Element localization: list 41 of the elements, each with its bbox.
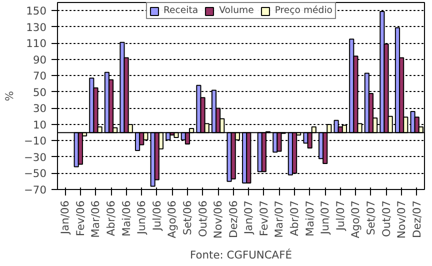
x-tick-label: Fev/06 bbox=[74, 200, 87, 236]
x-tick-label: Jun/07 bbox=[318, 200, 332, 236]
x-tick-label: Dez/07 bbox=[410, 200, 424, 238]
legend-label: Volume bbox=[219, 5, 254, 16]
x-tick-label: Out/07 bbox=[380, 200, 393, 237]
y-tick-label: 110 bbox=[26, 37, 47, 50]
x-tick-label: Nov/07 bbox=[395, 200, 408, 238]
x-tick-label: Abr/07 bbox=[288, 200, 302, 236]
x-tick-label: Jun/06 bbox=[135, 200, 148, 236]
x-tick-label: Jan/06 bbox=[58, 200, 72, 236]
legend-label: Preço médio bbox=[274, 5, 333, 16]
y-tick-label: 50 bbox=[32, 86, 47, 99]
x-tick-label: Jul/06 bbox=[150, 200, 164, 232]
y-tick-label: −10 bbox=[24, 134, 47, 148]
y-tick-label: −30 bbox=[24, 150, 47, 164]
y-tick-label: 130 bbox=[26, 20, 47, 34]
x-tick-label: Mai/06 bbox=[120, 200, 133, 236]
x-tick-label: Jul/07 bbox=[334, 200, 347, 232]
y-tick-label: 150 bbox=[26, 4, 47, 18]
x-tick-label: Ago/06 bbox=[166, 200, 179, 238]
x-tick-label: Set/06 bbox=[180, 200, 194, 236]
x-tick-label: Dez/06 bbox=[226, 200, 240, 238]
x-tick-label: Fev/07 bbox=[257, 200, 270, 236]
x-tick-label: Out/06 bbox=[196, 200, 210, 237]
x-tick-label: Mai/07 bbox=[303, 200, 316, 236]
x-tick-label: Ago/07 bbox=[349, 200, 362, 238]
y-tick-label: 30 bbox=[32, 102, 47, 116]
y-tick-label: 10 bbox=[32, 118, 47, 132]
x-tick-label: Abr/06 bbox=[104, 200, 118, 236]
x-tick-label: Mar/06 bbox=[89, 200, 102, 238]
y-tick-label: 90 bbox=[32, 53, 47, 66]
x-tick-label: Mar/07 bbox=[272, 200, 286, 238]
legend-label: Receita bbox=[163, 5, 198, 16]
x-tick-label: Set/07 bbox=[364, 200, 378, 236]
source-note: Fonte: CGFUNCAFÉ bbox=[190, 248, 292, 262]
y-tick-label: −50 bbox=[24, 167, 47, 180]
y-axis-title: % bbox=[3, 90, 16, 102]
x-tick-label: Jan/07 bbox=[242, 200, 256, 236]
x-tick-label: Nov/06 bbox=[212, 200, 225, 238]
y-tick-label: 70 bbox=[32, 70, 47, 83]
y-tick-label: −70 bbox=[24, 184, 47, 196]
